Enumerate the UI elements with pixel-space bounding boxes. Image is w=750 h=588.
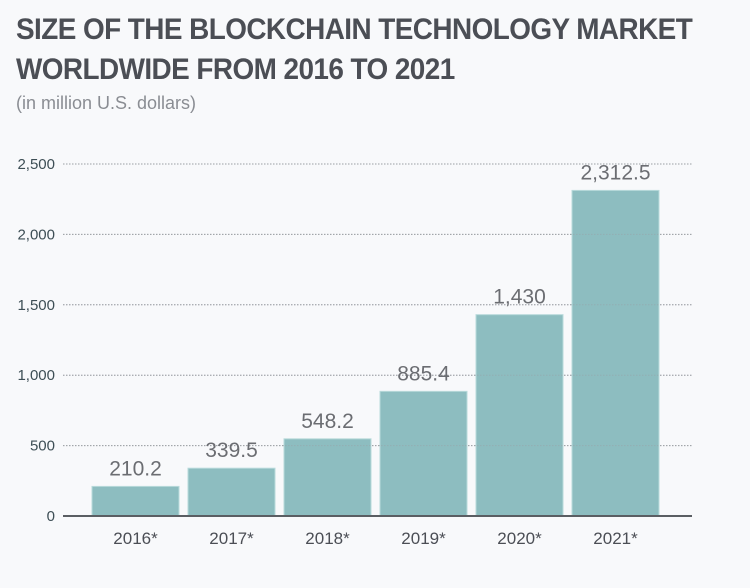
chart-subtitle: (in million U.S. dollars) <box>16 93 197 113</box>
bar-2019 <box>379 390 468 517</box>
y-tick-label: 1,000 <box>17 367 55 384</box>
x-tick-label: 2016* <box>113 529 158 548</box>
chart-title-line-2: WORLDWIDE FROM 2016 TO 2021 <box>16 53 455 86</box>
labels: 0 500 1,000 1,500 2,000 2,500 210.2 2016* 339.5 2… <box>17 156 650 548</box>
x-tick-label: 2019* <box>401 529 446 548</box>
bar-2016 <box>91 485 180 517</box>
y-tick-label: 1,500 <box>17 297 55 314</box>
y-tick-label: 2,000 <box>17 226 55 243</box>
x-tick-label: 2021* <box>593 529 638 548</box>
value-label: 210.2 <box>109 457 162 480</box>
y-tick-label: 500 <box>30 438 55 455</box>
x-tick-label: 2020* <box>497 529 542 548</box>
bar-2017 <box>187 467 276 517</box>
chart-title: SIZE OF THE BLOCKCHAIN TECHNOLOGY MARKET… <box>16 10 693 90</box>
value-label: 339.5 <box>205 439 258 462</box>
x-tick-label: 2018* <box>305 529 350 548</box>
chart-title-line-1: SIZE OF THE BLOCKCHAIN TECHNOLOGY MARKET <box>16 13 693 46</box>
value-label: 1,430 <box>493 286 546 309</box>
y-tick-label: 2,500 <box>17 156 55 173</box>
bar-2021 <box>571 189 660 517</box>
bars <box>91 189 660 517</box>
x-tick-label: 2017* <box>209 529 254 548</box>
bar-2018 <box>283 438 372 517</box>
bar-2020 <box>475 314 564 517</box>
value-label: 2,312.5 <box>580 161 650 184</box>
value-label: 885.4 <box>397 362 450 385</box>
value-label: 548.2 <box>301 410 354 433</box>
y-tick-label: 0 <box>47 508 55 525</box>
